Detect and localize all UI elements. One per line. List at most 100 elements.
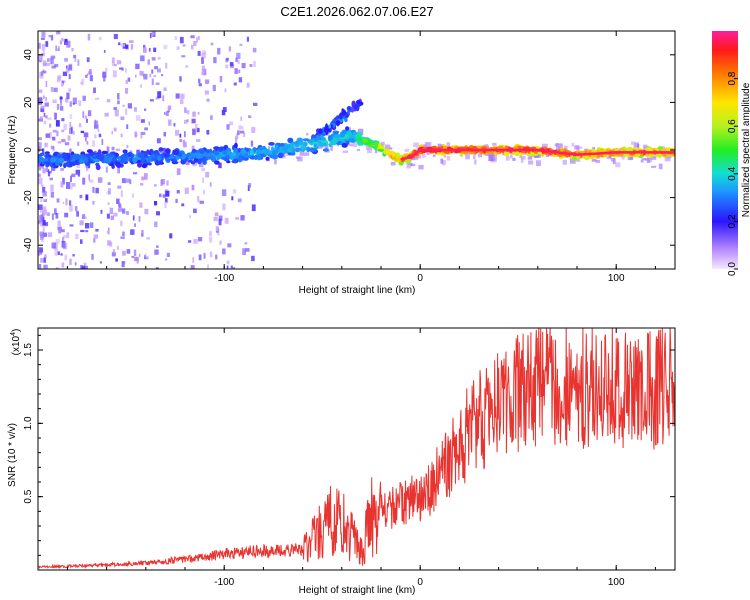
heatmap-noise-cell	[66, 67, 70, 73]
heatmap-noise-cell	[181, 55, 186, 58]
heatmap-noise-cell	[156, 211, 160, 216]
heatmap-noise-cell	[108, 188, 111, 195]
snr-xlabel: Height of straight line (km)	[299, 585, 416, 596]
heatmap-noise-cell	[38, 204, 43, 210]
heatmap-noise-cell	[191, 118, 196, 124]
heatmap-ridge-blob	[332, 130, 340, 134]
heatmap-noise-cell	[161, 179, 165, 185]
heatmap-noise-cell	[222, 107, 227, 112]
heatmap-noise-cell	[196, 37, 198, 43]
heatmap-noise-cell	[209, 237, 213, 243]
heatmap-noise-cell	[246, 36, 249, 42]
heatmap-noise-cell	[195, 124, 198, 130]
heatmap-noise-cell	[217, 47, 221, 55]
heatmap-noise-cell	[94, 134, 97, 139]
heatmap-noise-cell	[130, 229, 135, 235]
heatmap-noise-cell	[72, 254, 75, 257]
heatmap-ridge-blob	[146, 157, 152, 163]
heatmap-noise-cell	[110, 215, 115, 220]
heatmap-noise-cell	[38, 146, 41, 153]
heatmap-noise-cell	[64, 212, 69, 218]
heatmap-noise-cell	[43, 209, 47, 216]
heatmap-ridge-blob	[70, 155, 74, 160]
heatmap-halo-cell	[296, 156, 301, 159]
heatmap-branch-blob	[350, 106, 355, 113]
heatmap-ridge-blob	[396, 157, 401, 163]
snr-xtick-label: 100	[608, 577, 625, 588]
heatmap-noise-cell	[59, 40, 63, 45]
heatmap-ridge-blob	[249, 149, 254, 156]
heatmap-noise-cell	[97, 177, 103, 183]
heatmap-noise-cell	[197, 111, 200, 115]
heatmap-noise-cell	[228, 46, 232, 52]
heatmap-halo-cell	[325, 144, 329, 150]
heatmap-noise-cell	[49, 132, 52, 139]
heatmap-halo-cell	[406, 162, 412, 169]
heatmap-noise-cell	[42, 168, 46, 174]
heatmap-halo-cell	[347, 127, 352, 131]
heatmap-ridge-blob	[352, 132, 357, 136]
heatmap-noise-cell	[151, 69, 154, 74]
heatmap-halo-cell	[643, 145, 649, 151]
heatmap-noise-cell	[113, 127, 117, 132]
heatmap-noise-cell	[106, 213, 110, 219]
heatmap-noise-cell	[141, 230, 144, 237]
heatmap-noise-cell	[154, 184, 157, 187]
heatmap-noise-cell	[56, 76, 60, 83]
heatmap-noise-cell	[201, 167, 206, 172]
heatmap-ridge-blob	[213, 146, 220, 150]
heatmap-noise-cell	[43, 95, 45, 100]
heatmap-ridge-blob	[278, 148, 285, 154]
heatmap-noise-cell	[164, 201, 167, 209]
colorbar-tick-label: 0.4	[727, 166, 738, 180]
heatmap-noise-cell	[215, 226, 219, 232]
heatmap-ridge-blob	[237, 156, 243, 163]
heatmap-noise-cell	[154, 249, 159, 255]
heatmap-noise-cell	[117, 245, 119, 250]
heatmap-noise-cell	[155, 82, 160, 85]
heatmap-halo-cell	[591, 159, 597, 162]
heatmap-noise-cell	[117, 166, 120, 174]
snr-ticks: -100 0 100 0.5 1.0 1.5	[23, 328, 675, 588]
heatmap-noise-cell	[74, 262, 77, 266]
heatmap-ridge-blob	[95, 164, 101, 171]
heatmap-noise-cell	[111, 61, 115, 67]
heatmap-noise-cell	[69, 224, 74, 227]
heatmap-ridge-blob	[112, 151, 116, 155]
snr-ylabel: SNR (10 * v/v)	[7, 423, 18, 487]
heatmap-noise-cell	[44, 142, 47, 148]
heatmap-halo-cell	[426, 150, 430, 156]
heatmap-halo-cell	[357, 128, 364, 135]
heatmap-noise-cell	[121, 178, 126, 184]
heatmap-ridge-blob	[202, 156, 207, 161]
heatmap-halo-cell	[446, 142, 451, 147]
heatmap-noise-cell	[206, 98, 210, 102]
heatmap-halo-cell	[274, 159, 277, 165]
heatmap-noise-cell	[51, 165, 56, 171]
heatmap-noise-cell	[38, 142, 42, 149]
heatmap-noise-cell	[227, 243, 232, 248]
heatmap-noise-cell	[94, 97, 99, 100]
heatmap-noise-cell	[106, 230, 110, 234]
heatmap-noise-cell	[69, 204, 73, 212]
heatmap-halo-cell	[443, 153, 446, 158]
heatmap-noise-cell	[183, 141, 187, 148]
heatmap-noise-cell	[114, 109, 119, 117]
heatmap-noise-cell	[69, 114, 73, 119]
heatmap-noise-cell	[47, 232, 53, 238]
heatmap-halo-cell	[528, 160, 534, 165]
heatmap-noise-cell	[111, 57, 115, 64]
heatmap-noise-cell	[184, 119, 188, 124]
heatmap-halo-cell	[527, 156, 533, 160]
heatmap-noise-cell	[169, 233, 173, 239]
heatmap-noise-cell	[106, 99, 111, 103]
heatmap-ridge-blob	[322, 148, 329, 152]
heatmap-noise-cell	[191, 45, 194, 50]
heatmap-ridge-blob	[331, 138, 339, 144]
heatmap-noise-cell	[145, 253, 147, 258]
heatmap-noise-cell	[49, 123, 52, 128]
heatmap-noise-cell	[92, 186, 95, 193]
heatmap-ridge-blob	[374, 142, 379, 149]
heatmap-noise-cell	[93, 238, 96, 243]
heatmap-halo-cell	[465, 153, 470, 160]
